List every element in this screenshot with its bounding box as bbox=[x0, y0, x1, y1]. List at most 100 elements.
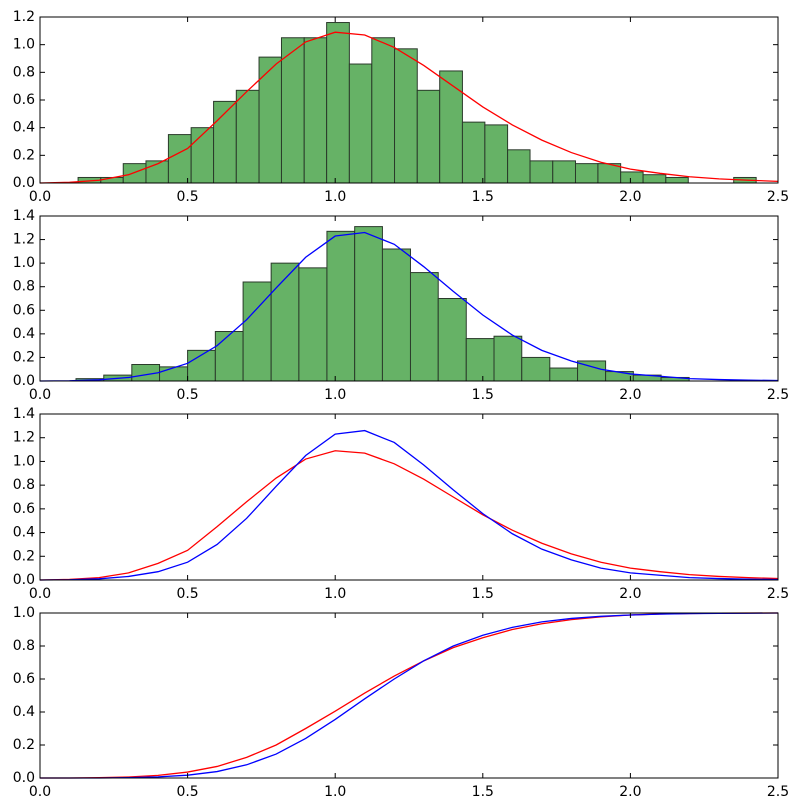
histogram-bar bbox=[620, 171, 644, 184]
y-tick-label: 0.4 bbox=[13, 326, 35, 342]
axes-frame bbox=[39, 215, 779, 382]
curve bbox=[39, 31, 779, 184]
histogram-bar bbox=[642, 174, 667, 184]
y-tick-label: 0.2 bbox=[13, 737, 35, 753]
y-tick-label: 0.0 bbox=[13, 572, 35, 588]
histogram-bar bbox=[493, 335, 523, 382]
histogram-bar bbox=[354, 226, 383, 382]
y-tick-label: 0.2 bbox=[13, 349, 35, 365]
curve bbox=[39, 231, 779, 382]
x-tick-label: 1.5 bbox=[472, 784, 494, 800]
histogram-bar bbox=[190, 127, 215, 184]
histogram-bar bbox=[242, 281, 272, 382]
histogram-bar bbox=[416, 89, 441, 184]
y-tick-label: 0.8 bbox=[13, 64, 35, 80]
x-tick-label: 0.0 bbox=[29, 586, 51, 602]
x-tick-label: 1.5 bbox=[472, 586, 494, 602]
histogram-bar bbox=[270, 262, 300, 382]
x-tick-label: 0.5 bbox=[176, 784, 198, 800]
histogram-bar bbox=[303, 37, 328, 184]
histogram-bar bbox=[298, 267, 328, 382]
y-tick-label: 0.8 bbox=[13, 279, 35, 295]
curve bbox=[39, 429, 779, 581]
y-tick-label: 1.0 bbox=[13, 37, 35, 53]
x-tick-label: 0.5 bbox=[176, 189, 198, 205]
x-tick-label: 0.0 bbox=[29, 189, 51, 205]
x-tick-label: 0.5 bbox=[176, 387, 198, 403]
x-tick-label: 1.5 bbox=[472, 387, 494, 403]
y-tick-label: 0.6 bbox=[13, 302, 35, 318]
histogram-bar bbox=[280, 37, 305, 184]
y-tick-label: 0.2 bbox=[13, 147, 35, 163]
x-tick-label: 2.0 bbox=[619, 387, 641, 403]
y-tick-label: 1.0 bbox=[13, 255, 35, 271]
histogram-bar bbox=[574, 163, 599, 184]
histogram-bar bbox=[521, 356, 551, 382]
curve bbox=[40, 612, 779, 779]
histogram-bar bbox=[507, 149, 531, 184]
histogram-bar bbox=[214, 331, 244, 382]
x-tick-label: 2.0 bbox=[619, 189, 641, 205]
histogram-bar bbox=[409, 272, 439, 382]
curve bbox=[39, 450, 779, 581]
y-tick-label: 0.8 bbox=[13, 477, 35, 493]
histogram-bar bbox=[465, 338, 495, 382]
x-tick-label: 2.5 bbox=[767, 784, 789, 800]
x-tick-label: 1.0 bbox=[324, 586, 346, 602]
y-tick-label: 0.4 bbox=[13, 704, 35, 720]
y-tick-label: 0.2 bbox=[13, 548, 35, 564]
histogram-bar bbox=[348, 63, 373, 184]
histogram-bar bbox=[381, 248, 411, 382]
y-tick-label: 0.4 bbox=[13, 120, 35, 136]
histogram-bar bbox=[665, 176, 689, 184]
x-tick-label: 1.0 bbox=[324, 387, 346, 403]
y-tick-label: 0.6 bbox=[13, 92, 35, 108]
x-tick-label: 0.5 bbox=[176, 586, 198, 602]
histogram-bar bbox=[529, 160, 554, 184]
y-tick-label: 0.0 bbox=[13, 373, 35, 389]
x-tick-label: 2.0 bbox=[619, 586, 641, 602]
x-tick-label: 2.5 bbox=[767, 387, 789, 403]
x-tick-label: 1.0 bbox=[324, 189, 346, 205]
y-tick-label: 1.2 bbox=[13, 9, 35, 25]
y-tick-label: 1.4 bbox=[13, 208, 35, 224]
histogram-bar bbox=[258, 56, 282, 184]
histogram-bar bbox=[461, 121, 486, 184]
histogram-bar bbox=[235, 89, 260, 184]
histogram-bar bbox=[549, 367, 579, 382]
histogram-bar bbox=[167, 134, 192, 184]
histogram-bar bbox=[437, 298, 467, 382]
histogram-bar bbox=[371, 37, 396, 184]
histogram-bar bbox=[326, 230, 356, 382]
y-tick-label: 0.6 bbox=[13, 671, 35, 687]
y-tick-label: 0.8 bbox=[13, 638, 35, 654]
x-tick-label: 1.0 bbox=[324, 784, 346, 800]
histogram-bar bbox=[326, 22, 350, 184]
x-tick-label: 2.0 bbox=[619, 784, 641, 800]
y-tick-label: 1.4 bbox=[13, 406, 35, 422]
y-tick-label: 0.0 bbox=[13, 770, 35, 786]
y-tick-label: 1.0 bbox=[13, 453, 35, 469]
y-tick-label: 1.0 bbox=[13, 605, 35, 621]
x-tick-label: 0.0 bbox=[29, 784, 51, 800]
y-tick-label: 0.6 bbox=[13, 501, 35, 517]
x-tick-label: 2.5 bbox=[767, 189, 789, 205]
histogram-bar bbox=[159, 366, 189, 382]
y-tick-label: 1.2 bbox=[13, 232, 35, 248]
histogram-bar bbox=[484, 124, 509, 184]
y-tick-label: 0.0 bbox=[13, 175, 35, 191]
x-tick-label: 1.5 bbox=[472, 189, 494, 205]
histogram-bar bbox=[605, 371, 634, 382]
axes-frame bbox=[39, 612, 779, 779]
histogram-bar bbox=[439, 70, 463, 184]
y-tick-label: 1.2 bbox=[13, 430, 35, 446]
histogram-bar bbox=[394, 48, 418, 184]
x-tick-label: 2.5 bbox=[767, 586, 789, 602]
histogram-bar bbox=[122, 163, 147, 184]
axes-frame bbox=[39, 413, 779, 581]
histogram-bar bbox=[552, 160, 576, 184]
curve bbox=[40, 612, 778, 779]
y-tick-label: 0.4 bbox=[13, 525, 35, 541]
x-tick-label: 0.0 bbox=[29, 387, 51, 403]
